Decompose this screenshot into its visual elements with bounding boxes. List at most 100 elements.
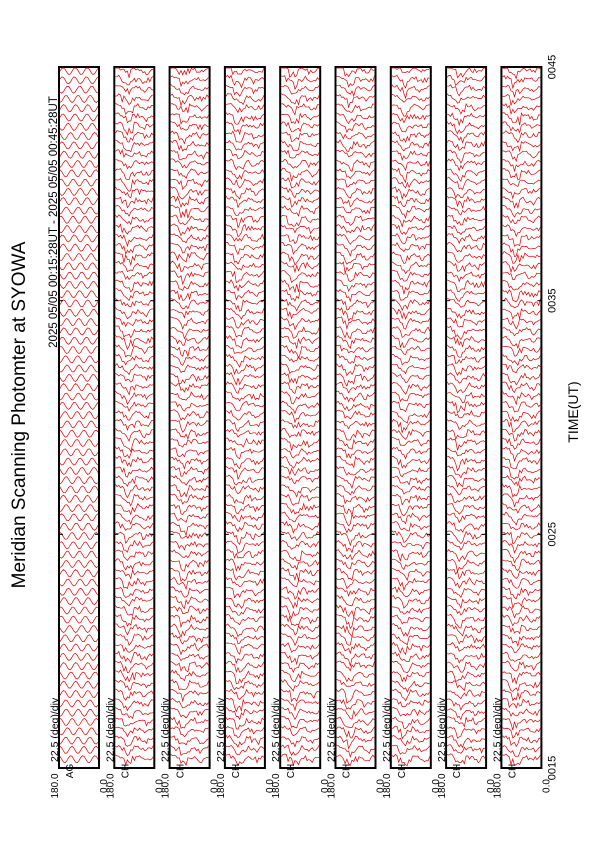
trace-line [280,679,320,692]
trace-line [59,132,99,140]
trace-line [225,242,265,256]
trace-line [59,373,99,382]
trace-line [502,381,541,394]
trace-line [280,205,320,217]
trace-line [502,271,541,280]
trace-line [225,613,264,626]
panel-ymax-label: 180.0 [105,773,116,798]
trace-line [225,206,265,217]
trace-line [115,707,154,719]
trace-line [502,735,541,748]
trace-line [59,606,99,615]
trace-line [115,669,154,683]
trace-line [391,595,431,609]
trace-line [502,75,541,89]
trace-line [502,205,541,218]
trace-line [280,251,320,266]
trace-line [225,390,265,402]
trace-line [281,736,320,748]
trace-line [391,215,431,228]
trace-line [391,530,431,543]
trace-line [502,493,541,508]
trace-line [59,485,99,494]
trace-line [280,400,320,415]
x-axis-label: TIME(UT) [565,381,581,442]
trace-line [115,717,154,727]
trace-line [446,661,486,673]
trace-line [59,95,99,103]
trace-line [281,614,320,627]
trace-line [59,178,99,187]
trace-line [281,698,320,712]
trace-line [225,576,265,588]
trace-line [502,540,541,554]
trace-line [446,354,486,364]
trace-line [391,614,430,625]
trace-line [225,169,265,181]
trace-line [391,633,431,646]
trace-line [59,104,99,112]
trace-line [115,650,154,664]
trace-line [336,688,375,704]
trace-line [59,309,99,317]
trace-line [281,623,320,636]
trace-line [502,84,541,98]
trace-line [336,373,375,387]
trace-line [115,243,154,256]
trace-line [59,252,99,261]
trace-line [502,549,541,564]
trace-line [59,745,99,754]
trace-line [170,605,209,615]
trace-line [59,504,99,513]
trace-line [225,632,265,645]
trace-group [280,67,320,767]
trace-line [336,307,375,322]
panel-6: 180.0 0.0 CH 22.5 (deg)/div [326,66,387,799]
trace-line [170,493,209,505]
panel-channel-label: CH [286,764,297,778]
trace-line [170,745,209,757]
trace-line [115,335,154,350]
trace-line [225,187,265,200]
x-tick-label: 0015 [546,756,558,780]
trace-line [336,353,375,364]
trace-line [281,131,320,143]
trace-line [225,493,265,505]
trace-line [336,475,375,490]
trace-line [281,493,320,506]
trace-line [170,391,209,401]
trace-line [502,67,541,80]
trace-line [225,298,265,312]
trace-line [502,753,541,767]
trace-line [447,588,486,599]
trace-line [446,503,486,515]
trace-line [225,660,265,673]
trace-line [115,660,154,674]
trace-line [446,521,486,533]
panel-ymin-label: 0.0 [541,779,552,793]
trace-line [502,660,541,672]
trace-line [502,317,541,330]
trace-line [336,549,375,561]
trace-line [115,130,154,143]
trace-line [281,670,320,683]
trace-line [59,755,99,764]
trace-line [225,353,265,368]
trace-line [59,243,99,252]
trace-line [170,373,209,385]
panel-scale-label: 22.5 (deg)/div [49,697,61,762]
panel-scale-label: 22.5 (deg)/div [326,697,338,762]
trace-line [170,466,209,477]
trace-line [446,363,486,376]
trace-line [59,597,99,606]
trace-line [59,727,99,736]
trace-line [115,568,154,580]
trace-line [336,139,375,152]
trace-line [336,131,375,140]
trace-line [391,140,431,152]
trace-line [446,568,486,580]
trace-group [446,67,486,765]
trace-line [170,586,209,598]
trace-line [391,410,431,424]
trace-line [391,354,431,366]
